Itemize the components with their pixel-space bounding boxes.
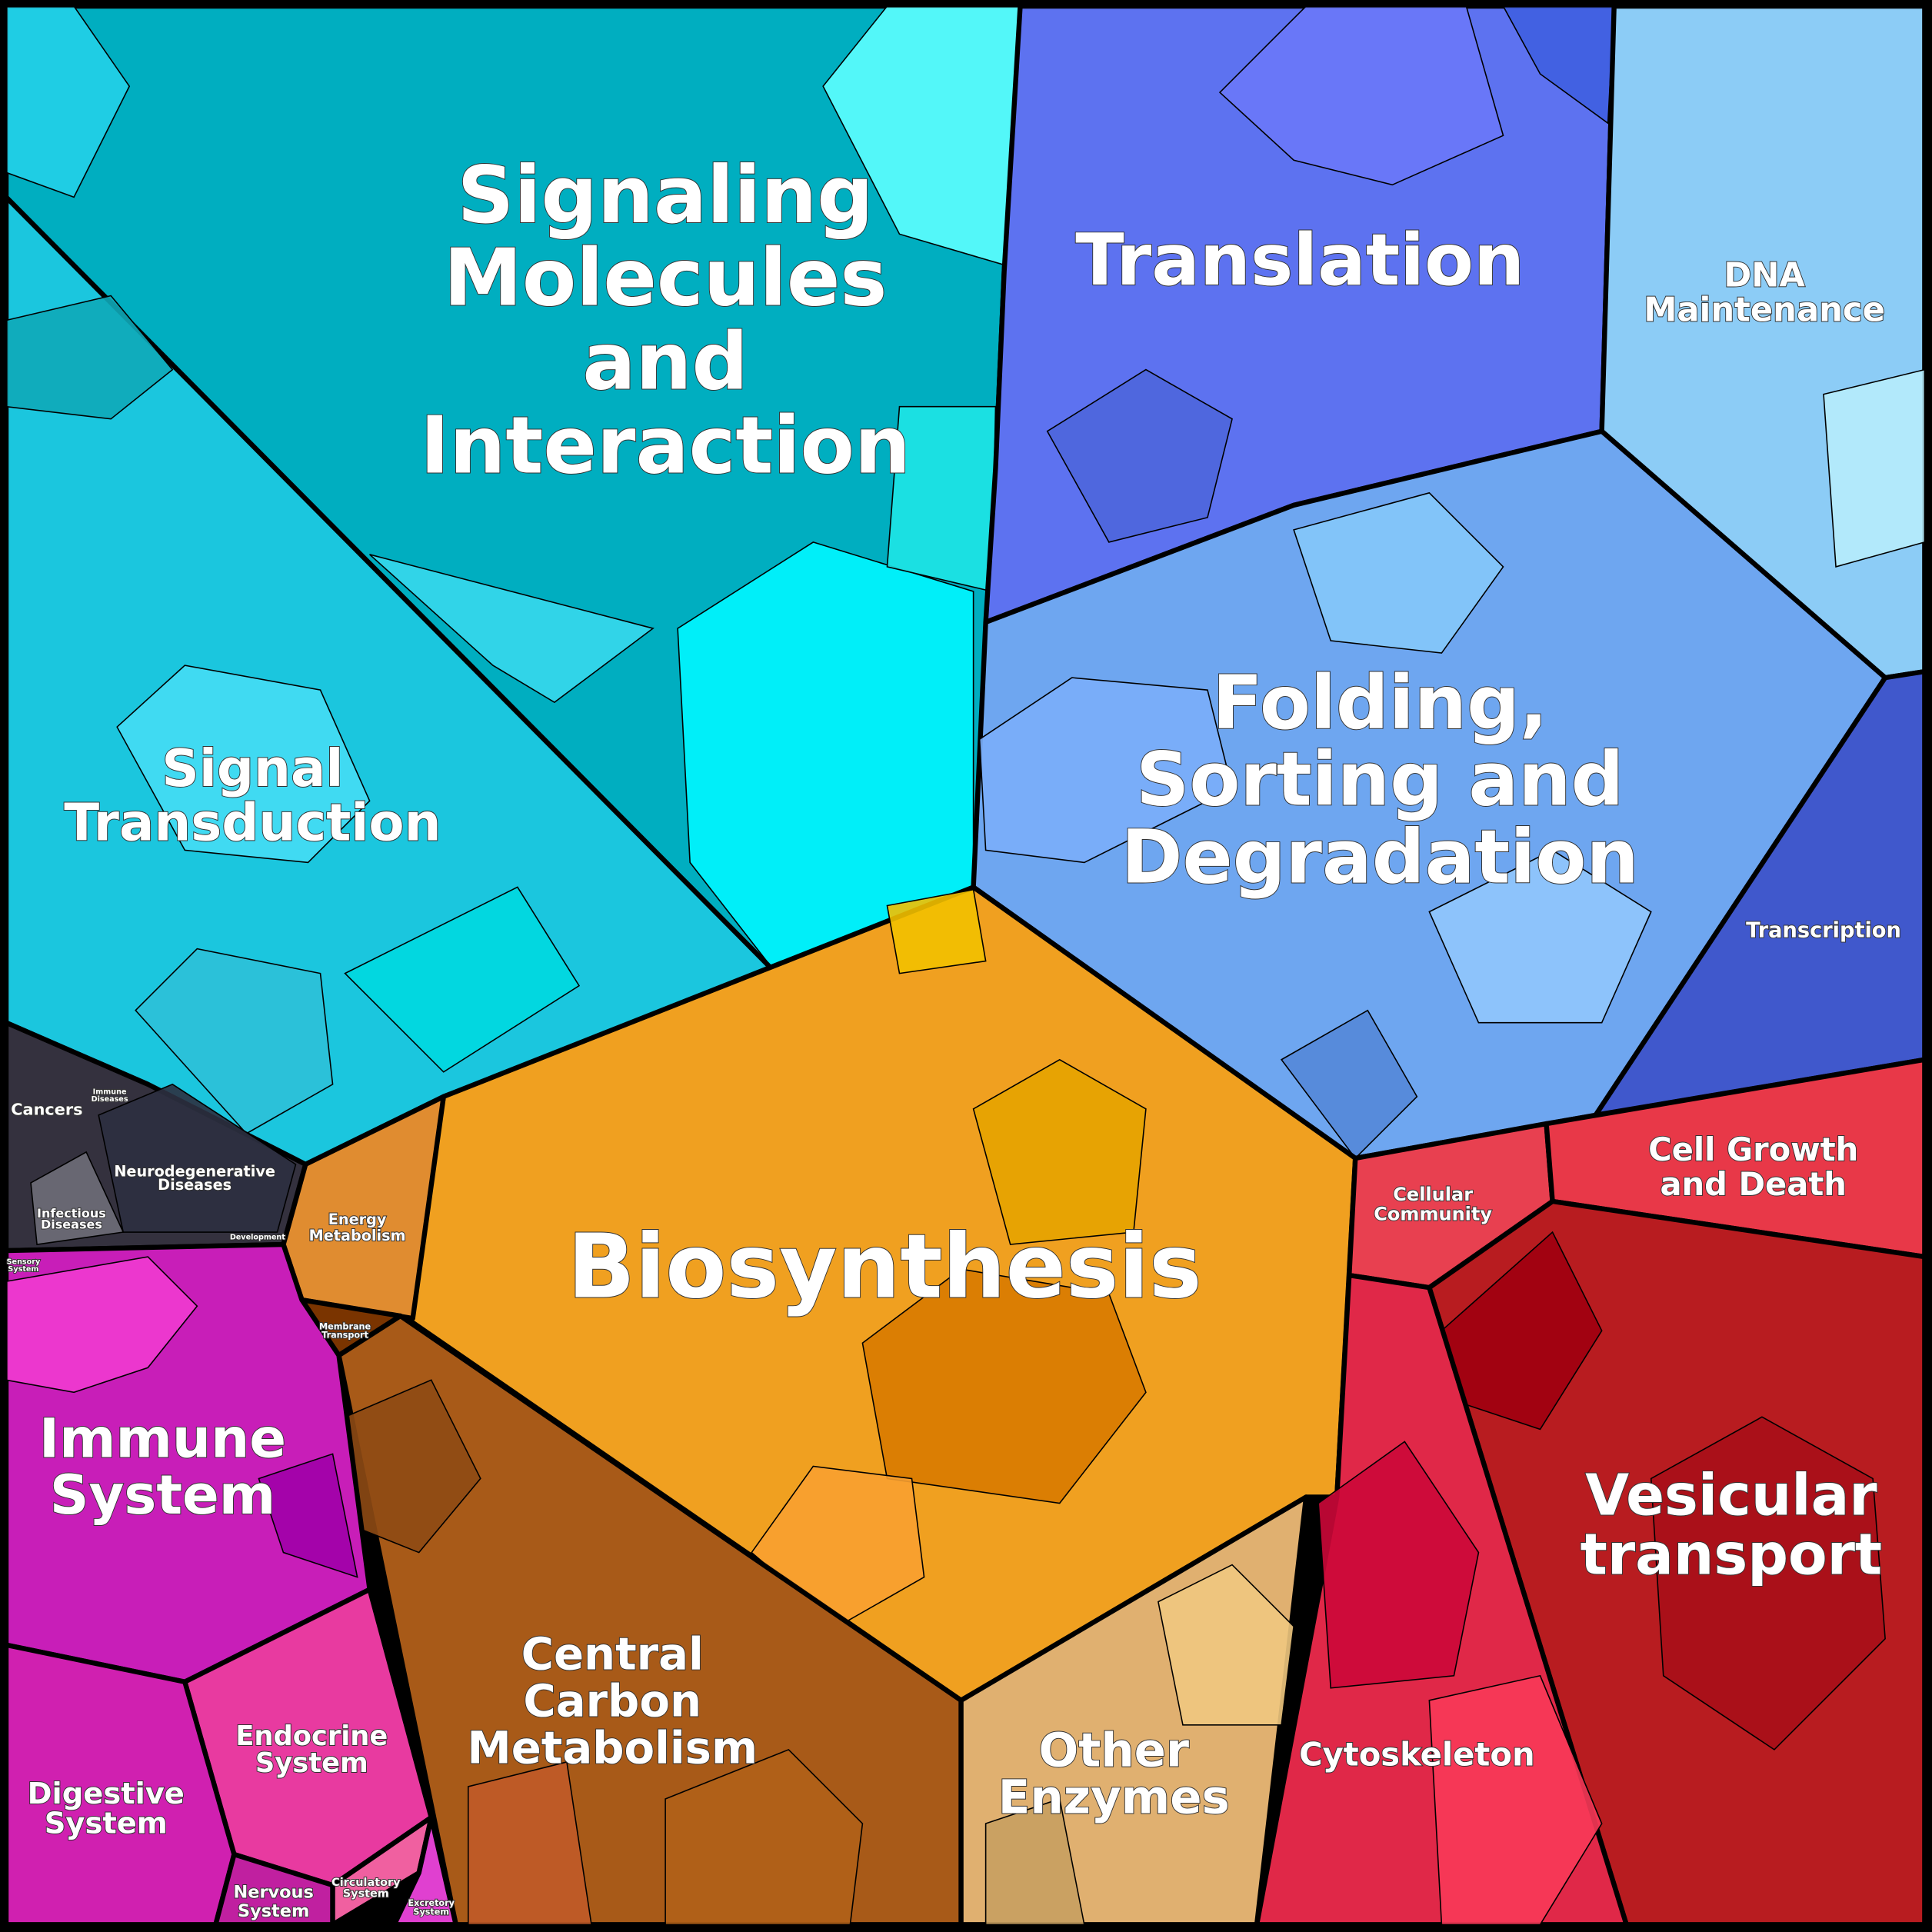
label-line: Nervous xyxy=(234,1882,314,1902)
label-line: Signaling xyxy=(458,150,874,242)
label: Sensory System xyxy=(7,1257,41,1274)
label-line: System xyxy=(343,1887,389,1900)
label-line: System xyxy=(255,1747,368,1779)
cell xyxy=(1280,1009,1418,1160)
label: Signal Transduction xyxy=(64,738,441,852)
label: Cytoskeleton xyxy=(1299,1736,1535,1774)
cell xyxy=(98,1083,297,1233)
label-line: Maintenance xyxy=(1644,291,1885,329)
cell xyxy=(369,554,655,704)
label: Immune System xyxy=(39,1407,286,1527)
label-line: Immune xyxy=(93,1088,127,1096)
label-line: Enzymes xyxy=(998,1770,1230,1824)
label-line: Excretory xyxy=(408,1898,455,1908)
label-line: Community xyxy=(1374,1204,1492,1225)
label-line: Neurodegenerative xyxy=(114,1162,275,1180)
label-line: Molecules xyxy=(444,233,888,325)
label: Membrane Transport xyxy=(319,1321,371,1340)
label-line: Interaction xyxy=(420,401,911,492)
label-line: Immune xyxy=(39,1407,286,1470)
cell xyxy=(1428,849,1652,1024)
label-line: Signal xyxy=(162,738,343,798)
label: Digestive System xyxy=(28,1777,185,1840)
label-line: Endocrine xyxy=(235,1720,388,1752)
label: Folding, Sorting and Degradation xyxy=(1121,661,1639,901)
cell xyxy=(344,886,581,1073)
label-line: Folding, xyxy=(1212,661,1547,747)
label-line: System xyxy=(413,1907,449,1917)
label: Circulatory System xyxy=(331,1877,401,1900)
cell xyxy=(258,1453,358,1578)
label-line: Transport xyxy=(321,1331,368,1341)
cell xyxy=(1650,1416,1886,1750)
label-line: Metabolism xyxy=(309,1226,406,1244)
label-line: Central xyxy=(521,1627,704,1680)
label: Excretory System xyxy=(408,1898,455,1917)
label: Central Carbon Metabolism xyxy=(467,1627,758,1774)
label-line: System xyxy=(50,1464,276,1527)
label-line: Metabolism xyxy=(467,1721,758,1774)
label: Other Enzymes xyxy=(998,1723,1230,1824)
label-line: Carbon xyxy=(523,1674,701,1727)
label: Biosynthesis xyxy=(568,1216,1202,1319)
label-line: System xyxy=(238,1900,309,1920)
label-line: transport xyxy=(1581,1523,1883,1588)
label-line: Diseases xyxy=(158,1176,232,1194)
label: Immune Diseases xyxy=(92,1088,128,1104)
label-line: Diseases xyxy=(41,1217,102,1231)
label-line: DNA xyxy=(1724,256,1805,295)
label-line: Diseases xyxy=(92,1095,128,1104)
label: Endocrine System xyxy=(235,1720,388,1779)
cell xyxy=(1158,1564,1294,1726)
cell xyxy=(665,1748,864,1926)
label: Cancers xyxy=(11,1100,82,1118)
label-line: Vesicular xyxy=(1585,1464,1877,1529)
label-line: Cellular xyxy=(1393,1184,1473,1205)
cell xyxy=(886,888,987,974)
label: Vesicular transport xyxy=(1581,1464,1883,1588)
label-line: System xyxy=(8,1265,38,1274)
label: Cellular Community xyxy=(1374,1184,1492,1225)
label-line: Transduction xyxy=(64,792,441,852)
label: Signaling Molecules and Interaction xyxy=(420,150,911,491)
label-line: Digestive xyxy=(28,1777,185,1811)
cell xyxy=(116,665,371,864)
label: DNA Maintenance xyxy=(1644,256,1885,329)
cell xyxy=(1046,368,1233,543)
label-line: Cell Growth xyxy=(1648,1131,1858,1168)
label-line: System xyxy=(45,1806,168,1840)
label-line: and Death xyxy=(1660,1165,1847,1203)
cell xyxy=(1293,491,1504,654)
cell xyxy=(978,677,1233,864)
cell xyxy=(1428,1674,1603,1926)
label-line: Sensory xyxy=(7,1257,41,1266)
label-line: Other xyxy=(1039,1723,1189,1777)
label-line: Sorting and xyxy=(1136,737,1624,823)
cell xyxy=(1317,1441,1480,1689)
label-line: and xyxy=(582,317,748,408)
cell xyxy=(972,1058,1147,1245)
label-line: Membrane xyxy=(319,1321,371,1331)
label: Infectious Diseases xyxy=(37,1206,106,1231)
label-line: Infectious xyxy=(37,1206,106,1221)
label: Nervous System xyxy=(234,1882,314,1920)
label: Development xyxy=(230,1233,285,1241)
label: Transcription xyxy=(1746,919,1901,943)
cell xyxy=(1823,368,1926,568)
label-line: Energy xyxy=(328,1211,387,1228)
label: Translation xyxy=(1075,218,1524,301)
cell xyxy=(135,948,334,1134)
labels: Signaling Molecules and Interaction Transla… xyxy=(6,149,1902,1921)
label: Energy Metabolism xyxy=(309,1211,406,1244)
label: Cell Growth and Death xyxy=(1648,1131,1858,1203)
label-line: Circulatory xyxy=(331,1877,401,1889)
label-line: Degradation xyxy=(1121,814,1639,901)
label: Neurodegenerative Diseases xyxy=(114,1162,275,1194)
